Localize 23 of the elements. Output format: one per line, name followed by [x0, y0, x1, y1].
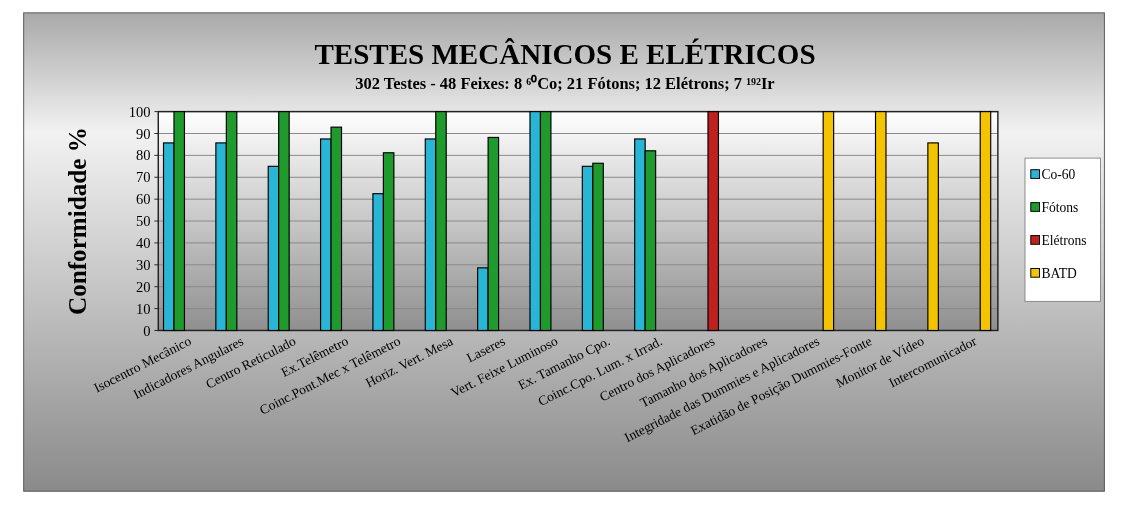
y-tick-label: 60	[136, 191, 151, 208]
y-tick-label: 30	[136, 256, 151, 273]
y-tick-label: 0	[143, 322, 151, 339]
legend-label: BATD	[1041, 266, 1078, 282]
bar	[874, 111, 887, 332]
bar	[707, 111, 720, 332]
bar	[979, 111, 992, 332]
legend-label: Elétrons	[1041, 233, 1087, 249]
legend-label: Fótons	[1041, 200, 1079, 216]
y-axis-title: Conformidade %	[63, 127, 91, 316]
bar	[927, 142, 939, 332]
legend-label: Co-60	[1041, 167, 1076, 183]
y-tick-label: 40	[136, 235, 151, 252]
bar	[822, 111, 835, 332]
y-tick-label: 80	[136, 147, 151, 164]
chart-subtitle: 302 Testes - 48 Feixes: 8 ⁶⁰Co; 21 Fótons; 12 Elétrons; 7 ¹⁹²Ir	[355, 74, 775, 94]
y-tick-label: 50	[136, 213, 151, 230]
y-tick-label: 10	[136, 300, 151, 317]
chart-title: TESTES MECÂNICOS E ELÉTRICOS	[314, 38, 816, 71]
y-tick-label: 70	[136, 169, 151, 186]
y-tick-label: 20	[136, 278, 151, 295]
y-tick-label: 100	[128, 103, 151, 120]
y-tick-label: 90	[136, 125, 151, 142]
